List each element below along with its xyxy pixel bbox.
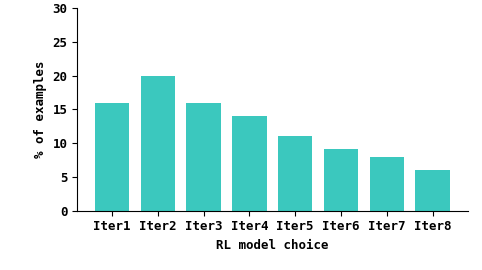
Bar [232,116,267,211]
X-axis label: RL model choice: RL model choice [216,239,329,252]
Bar [187,103,221,211]
Bar [370,157,404,211]
Bar [324,148,358,211]
Bar [278,136,312,211]
Bar [415,170,450,211]
Bar [95,103,129,211]
Y-axis label: % of examples: % of examples [34,60,47,158]
Bar [141,76,175,211]
